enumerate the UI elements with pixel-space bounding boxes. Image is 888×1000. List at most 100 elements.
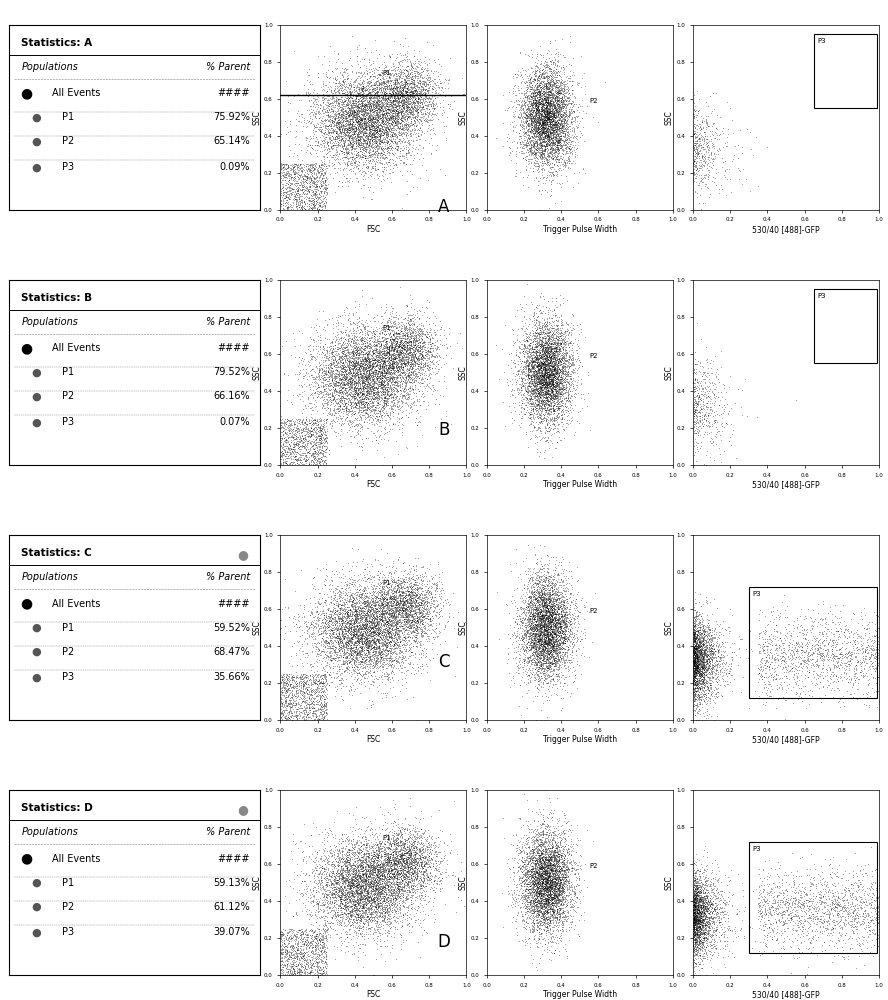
Point [535, 124, 549, 140]
Point [540, 112, 554, 128]
Point [313, 678, 328, 694]
Point [530, 636, 544, 652]
Point [572, 883, 586, 899]
Point [313, 432, 327, 448]
Point [850, 857, 864, 873]
Point [534, 631, 548, 647]
Point [548, 338, 562, 354]
Point [294, 690, 308, 706]
Point [560, 633, 575, 649]
Point [318, 914, 332, 930]
Point [547, 600, 561, 616]
Point [395, 600, 409, 616]
Point [297, 430, 311, 446]
Point [301, 444, 315, 460]
Point [397, 341, 411, 357]
Point [336, 398, 350, 414]
Point [862, 895, 876, 911]
Point [704, 646, 718, 662]
Point [365, 630, 379, 646]
Point [345, 598, 360, 614]
Point [404, 603, 418, 619]
Point [549, 368, 563, 384]
Point [697, 654, 711, 670]
Point [353, 112, 368, 128]
Point [544, 358, 559, 374]
Point [520, 889, 535, 905]
Point [554, 897, 568, 913]
Point [381, 611, 395, 627]
Point [519, 831, 533, 847]
Point [686, 644, 701, 660]
Point [840, 622, 854, 638]
Point [817, 652, 831, 668]
Point [568, 667, 583, 683]
Point [544, 338, 559, 354]
Point [537, 619, 551, 635]
Point [332, 881, 346, 897]
Point [527, 632, 542, 648]
Point [315, 675, 329, 691]
Point [335, 174, 349, 190]
Point [345, 662, 360, 678]
Point [299, 927, 313, 943]
Point [380, 330, 394, 346]
Point [314, 824, 329, 840]
Point [545, 897, 559, 913]
Point [549, 666, 563, 682]
Point [369, 866, 383, 882]
Point [540, 122, 554, 138]
Point [314, 860, 329, 876]
Point [694, 645, 709, 661]
Point [530, 855, 544, 871]
Point [690, 862, 704, 878]
Point [693, 620, 707, 636]
Point [806, 913, 821, 929]
Point [699, 872, 713, 888]
Point [535, 103, 549, 119]
Point [531, 356, 545, 372]
Point [542, 887, 556, 903]
Point [534, 93, 548, 109]
Point [356, 564, 370, 580]
Point [411, 615, 425, 631]
Point [385, 81, 400, 97]
Point [324, 633, 338, 649]
Point [361, 903, 376, 919]
Point [432, 873, 446, 889]
Point [862, 649, 876, 665]
Point [361, 891, 375, 907]
Point [687, 897, 702, 913]
Point [867, 634, 881, 650]
Point [376, 863, 390, 879]
Point [369, 326, 383, 342]
Point [551, 374, 565, 390]
Point [339, 580, 353, 596]
Point [540, 660, 554, 676]
Point [692, 919, 706, 935]
Point [706, 646, 720, 662]
Point [535, 361, 550, 377]
Point [420, 358, 434, 374]
Point [836, 892, 851, 908]
Point [530, 109, 544, 125]
Point [388, 318, 402, 334]
Point [540, 129, 554, 145]
Point [299, 676, 313, 692]
Point [527, 859, 541, 875]
Point [544, 599, 559, 615]
Point [553, 635, 567, 651]
Point [535, 845, 550, 861]
Point [784, 939, 798, 955]
Point [392, 85, 406, 101]
Point [320, 407, 334, 423]
Point [542, 107, 556, 123]
Point [535, 908, 549, 924]
Point [552, 595, 567, 611]
Point [405, 918, 419, 934]
Point [341, 645, 355, 661]
Point [535, 125, 549, 141]
Point [401, 354, 416, 370]
Point [292, 891, 306, 907]
Point [549, 143, 563, 159]
